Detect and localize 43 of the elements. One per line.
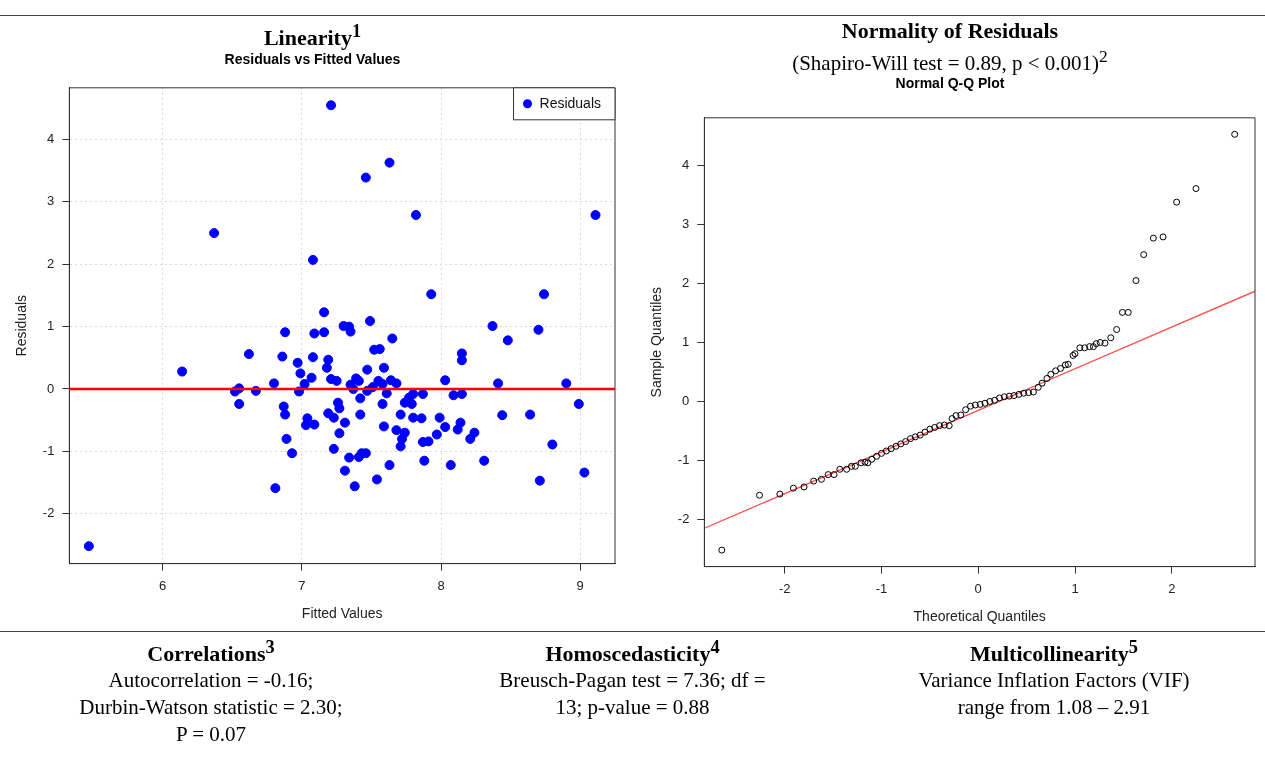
y-axis-title: Sample Quantiles bbox=[648, 286, 665, 398]
y-tick-label: -2 bbox=[677, 511, 690, 526]
y-tick-label: -1 bbox=[677, 452, 690, 468]
text: Multicollinearity$^{5}$ bbox=[969, 636, 1139, 668]
y-tick-label: 0 bbox=[682, 393, 690, 409]
chart-title: Normality of Residuals bbox=[840, 18, 1060, 44]
x-axis-title: Fitted Values bbox=[301, 605, 383, 622]
chart-subtitle: (Shapiro-Will test = 0.89, p < 0.001)$^{2}$ bbox=[791, 45, 1109, 75]
x-tick-label: 2 bbox=[1168, 580, 1176, 596]
text: Breusch-Pagan test = 7.36; df = bbox=[498, 667, 767, 695]
text: 13; p-value = 0.88 bbox=[554, 694, 711, 722]
text: Correlations$^{3}$ bbox=[146, 636, 276, 668]
text: Normal Q-Q Plot bbox=[894, 75, 1006, 91]
text: range from 1.08 – 2.91 bbox=[956, 694, 1152, 722]
y-tick-label: 0 bbox=[47, 380, 55, 396]
legend-label: Residuals bbox=[539, 94, 602, 111]
text: Variance Inflation Factors (VIF) bbox=[917, 667, 1191, 695]
x-tick-label: 0 bbox=[974, 580, 982, 596]
text: Autocorrelation = -0.16; bbox=[107, 667, 315, 695]
y-tick-label: 3 bbox=[682, 216, 690, 232]
y-tick-label: 1 bbox=[47, 318, 55, 334]
x-tick-label: 1 bbox=[1071, 580, 1079, 596]
text: P = 0.07 bbox=[175, 721, 247, 749]
y-tick-label: 2 bbox=[682, 275, 690, 291]
x-tick-label: 9 bbox=[576, 577, 584, 593]
y-tick-label: 1 bbox=[682, 334, 690, 350]
y-tick-label: 4 bbox=[47, 131, 55, 147]
y-tick-label: 2 bbox=[47, 255, 55, 271]
chart-subtitle: Residuals vs Fitted Values bbox=[223, 51, 402, 68]
text: Durbin-Watson statistic = 2.30; bbox=[78, 694, 344, 722]
y-axis-title: Residuals bbox=[13, 294, 30, 357]
x-tick-label: -1 bbox=[875, 580, 888, 596]
x-tick-label: -2 bbox=[778, 580, 791, 596]
text: Homoscedasticity$^{4}$ bbox=[544, 636, 721, 668]
chart-title: Linearity$^{1}$ bbox=[262, 20, 363, 52]
y-tick-label: -2 bbox=[42, 505, 55, 521]
y-tick-label: 3 bbox=[47, 193, 55, 209]
x-axis-title: Theoretical Quantiles bbox=[913, 608, 1046, 625]
x-tick-label: 7 bbox=[298, 577, 306, 593]
y-tick-label: 4 bbox=[682, 157, 690, 173]
x-tick-label: 8 bbox=[437, 577, 445, 593]
y-tick-label: -1 bbox=[42, 442, 55, 458]
x-tick-label: 6 bbox=[159, 577, 167, 593]
